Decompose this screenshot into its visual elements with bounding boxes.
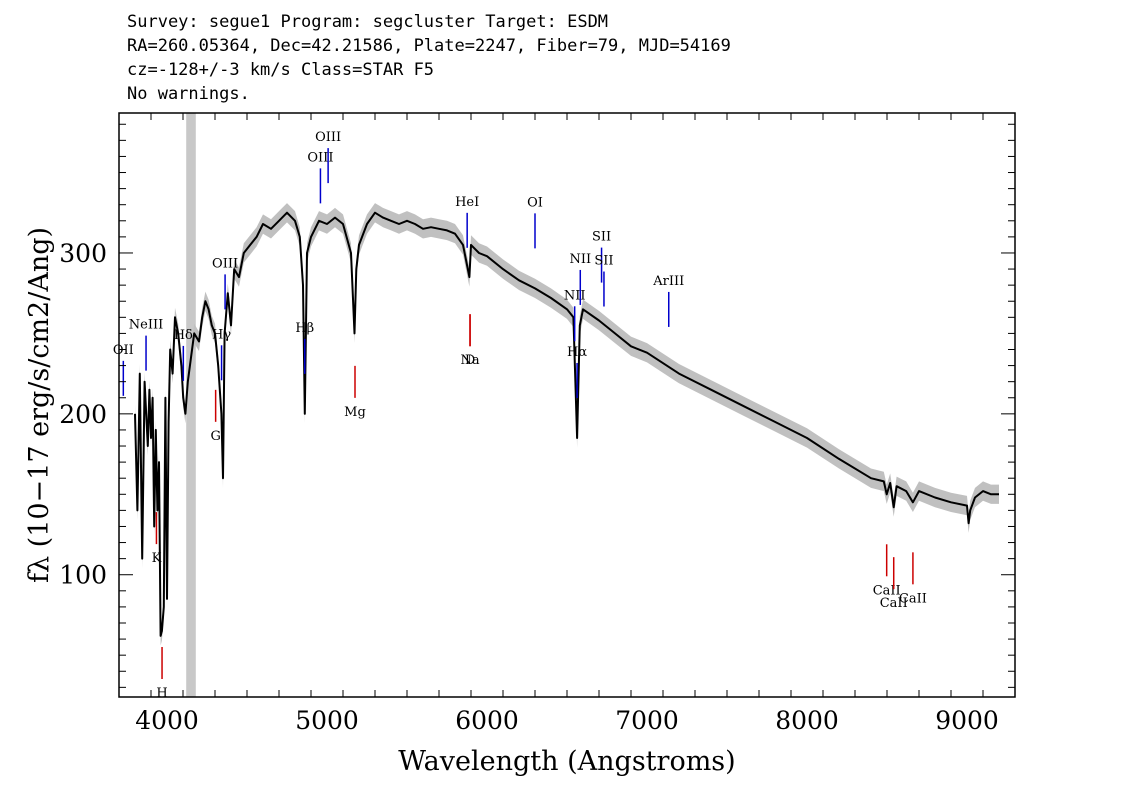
emission-line-label: OII — [113, 343, 134, 358]
masked-region-band — [186, 113, 196, 697]
emission-line-label: Hβ — [295, 321, 314, 336]
emission-line-label: Hα — [567, 345, 587, 360]
x-tick-label: 8000 — [775, 706, 839, 735]
absorption-line-label: K — [152, 551, 162, 566]
axis-ticks: 4000 5000 6000 7000 8000 9000 100 200 300 — [59, 113, 1016, 735]
emission-line-label: OIII — [212, 256, 238, 271]
absorption-line-label: CaII — [899, 591, 927, 606]
x-tick-label: 4000 — [135, 706, 199, 735]
flux-series-line — [134, 211, 999, 637]
flux-error-band — [135, 203, 999, 646]
y-tick-label: 100 — [59, 561, 107, 590]
emission-line-label: OIII — [307, 150, 333, 165]
y-axis-label: fλ (10−17 erg/s/cm2/Ang) — [24, 227, 55, 583]
emission-line-label: ArIII — [652, 274, 684, 289]
emission-line-label: NII — [569, 252, 591, 267]
y-tick-label: 200 — [59, 400, 107, 429]
emission-line-label: Hδ — [174, 328, 193, 343]
emission-line-label: NII — [564, 288, 586, 303]
absorption-line-label: CaII — [880, 596, 908, 611]
y-tick-label: 300 — [59, 239, 107, 268]
header-redshift-line: cz=-128+/-3 km/s Class=STAR F5 — [127, 60, 435, 80]
absorption-line-label: D — [465, 353, 475, 368]
emission-line-label: HeI — [455, 195, 479, 210]
header-survey-line: Survey: segue1 Program: segcluster Targe… — [127, 12, 609, 32]
emission-line-label: SII — [592, 230, 611, 245]
emission-line-label: Hγ — [212, 327, 231, 342]
x-tick-label: 9000 — [935, 706, 999, 735]
absorption-line-label: Na — [460, 353, 479, 368]
emission-line-label: SII — [594, 254, 613, 269]
absorption-line-label: G — [210, 429, 220, 444]
x-tick-label: 5000 — [295, 706, 359, 735]
x-tick-label: 6000 — [455, 706, 519, 735]
emission-line-label: OI — [527, 195, 543, 210]
x-tick-label: 7000 — [615, 706, 679, 735]
x-axis-label: Wavelength (Angstroms) — [398, 746, 735, 777]
emission-line-label: OIII — [315, 130, 341, 145]
header-warnings-line: No warnings. — [127, 84, 250, 104]
spectrum-header: Survey: segue1 Program: segcluster Targe… — [127, 10, 731, 106]
absorption-line-label: Mg — [344, 405, 366, 420]
header-coordinates-line: RA=260.05364, Dec=42.21586, Plate=2247, … — [127, 36, 731, 56]
absorption-line-label: H — [156, 686, 167, 701]
emission-line-label: NeIII — [129, 318, 163, 333]
